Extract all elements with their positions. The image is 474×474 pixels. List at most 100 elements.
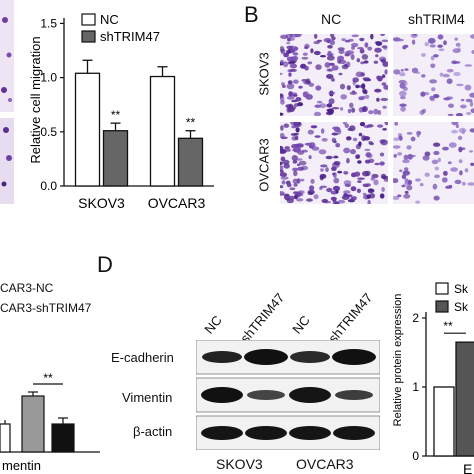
stained-cell <box>328 98 335 105</box>
stained-cell <box>451 122 459 126</box>
stained-cell <box>438 48 445 52</box>
legend-item-nc: CAR3-NC <box>0 281 54 295</box>
stained-cell <box>406 185 413 191</box>
band <box>333 426 375 440</box>
stained-cell <box>313 50 321 56</box>
migration-bar-chart: Relative cell migration 0.0 0.5 1.0 1.5 SKOV… <box>28 12 214 211</box>
stained-cell <box>292 94 298 97</box>
blot-row-label-vimentin: Vimentin <box>122 390 173 405</box>
stained-cell <box>329 39 335 46</box>
legend-swatch <box>81 13 96 26</box>
stained-cell <box>350 148 356 155</box>
stained-cell <box>471 50 474 54</box>
stained-cell <box>442 146 449 151</box>
stained-cell <box>351 107 356 113</box>
stained-cell <box>456 83 464 87</box>
stained-cell <box>393 178 399 184</box>
stained-cell <box>364 94 370 99</box>
stained-cell <box>365 152 372 158</box>
blot-row-label-ecadherin: E-cadherin <box>111 350 174 365</box>
stained-cell <box>453 71 461 77</box>
stained-cell <box>351 42 359 48</box>
stained-cell <box>381 175 388 179</box>
stained-cell <box>404 81 408 86</box>
stained-cell <box>377 110 382 115</box>
stained-cell <box>349 125 356 132</box>
stained-cell <box>370 176 375 181</box>
stained-cell <box>464 84 472 91</box>
stained-cell <box>380 139 388 146</box>
stained-cell <box>286 41 291 45</box>
stained-cell <box>404 167 409 171</box>
band <box>201 387 243 403</box>
y-tick-label: 2 <box>412 311 419 325</box>
stained-cell <box>397 152 403 156</box>
column-label-nc: NC <box>321 11 342 27</box>
stained-cell <box>340 107 344 111</box>
stained-cell <box>324 62 331 68</box>
stained-cell <box>320 168 324 172</box>
bar-shtrim-nc <box>21 395 45 453</box>
band <box>245 426 287 440</box>
stained-cell <box>337 55 345 61</box>
stained-cell <box>355 84 360 89</box>
stained-cell <box>451 60 458 65</box>
stained-cell <box>333 161 341 166</box>
stained-cell <box>393 137 400 141</box>
stained-cell <box>366 194 372 199</box>
stained-cell <box>459 170 463 176</box>
stained-cell <box>296 158 303 161</box>
stained-cell <box>308 155 312 160</box>
stained-cell <box>286 183 292 188</box>
stained-cell <box>433 94 440 99</box>
stained-cell <box>321 138 328 142</box>
stained-cell <box>452 48 461 54</box>
stained-cell <box>282 84 286 88</box>
significance-marker: ** <box>43 371 53 385</box>
stained-cell <box>326 108 333 112</box>
stained-cell <box>470 162 474 166</box>
row-label-ovcar3: OVCAR3 <box>256 138 272 192</box>
stained-cell <box>448 142 457 148</box>
stained-cell <box>393 195 400 200</box>
legend-label: NC <box>100 12 119 27</box>
stained-cell <box>448 184 453 188</box>
stained-cell <box>393 145 401 149</box>
band <box>290 351 330 363</box>
stained-cell <box>331 107 340 110</box>
stained-cell <box>327 45 333 49</box>
y-tick-label: 1.5 <box>40 16 57 30</box>
stained-cell <box>351 196 357 201</box>
stained-cell <box>347 108 352 114</box>
stained-cell <box>375 41 383 46</box>
panel-a-micrograph-bottom <box>0 118 14 204</box>
stained-cell <box>315 85 322 91</box>
stained-cell <box>288 61 296 64</box>
stained-cell <box>328 62 335 66</box>
stained-cell <box>346 136 352 141</box>
stained-cell <box>281 180 286 185</box>
stained-cell <box>289 63 297 69</box>
stained-cell <box>357 180 362 183</box>
stained-cell <box>335 189 339 194</box>
stained-cell <box>339 83 346 90</box>
stained-cell <box>332 185 341 192</box>
stained-cell <box>320 185 328 189</box>
stained-cell <box>330 34 335 38</box>
stained-cell <box>326 55 335 61</box>
stained-cell <box>416 130 422 136</box>
stained-cell <box>361 83 366 89</box>
stained-cell <box>356 58 360 63</box>
stained-cell <box>382 61 388 67</box>
stained-cell <box>296 163 301 167</box>
stained-cell <box>289 187 296 191</box>
stained-cell <box>289 195 295 201</box>
stained-cell <box>345 194 353 198</box>
legend-item-shtrim47: CAR3-shTRIM47 <box>0 301 92 315</box>
stained-cell <box>399 72 406 77</box>
stained-cell <box>403 154 409 161</box>
stained-cell <box>280 48 286 55</box>
stained-cell <box>403 193 411 199</box>
stained-cell <box>380 97 388 102</box>
stained-cell <box>419 183 424 187</box>
